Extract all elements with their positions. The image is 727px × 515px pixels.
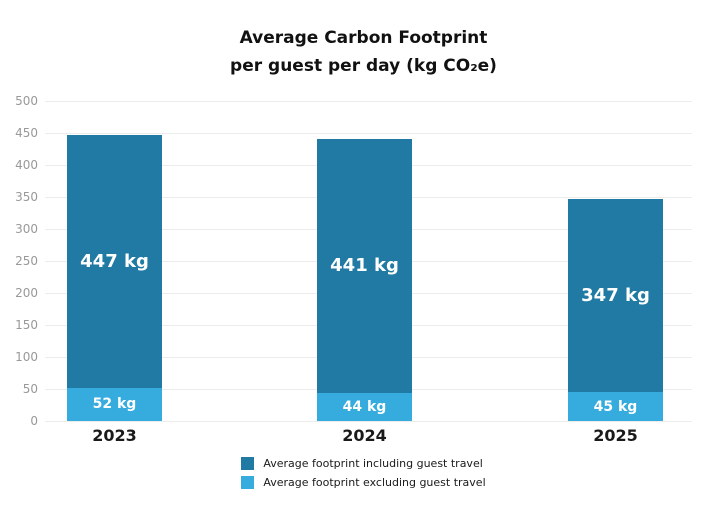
y-tick-label-250: 250 (15, 254, 38, 268)
bar-including-2025 (568, 198, 663, 421)
bar-excluding-2024 (317, 392, 412, 421)
y-tick-label-350: 350 (15, 190, 38, 204)
bar-value-label-excluding-2023: 52 kg (92, 396, 137, 413)
legend-row-excluding: Average footprint excluding guest travel (241, 475, 486, 489)
legend-row-including: Average footprint including guest travel (241, 456, 485, 470)
y-tick-label-500: 500 (15, 94, 38, 108)
x-tick-label-2025: 2025 (593, 426, 638, 445)
bar-value-label-including-2024: 441 kg (330, 255, 399, 277)
y-tick-label-450: 450 (15, 126, 38, 140)
y-tick-label-50: 50 (22, 382, 38, 396)
bar-value-label-excluding-2024: 44 kg (342, 398, 387, 415)
legend: Average footprint including guest travel… (0, 456, 727, 489)
y-tick-label-0: 0 (30, 414, 38, 428)
legend-label: Average footprint excluding guest travel (263, 475, 486, 489)
bar-value-label-including-2025: 347 kg (581, 285, 650, 307)
x-tick-label-2023: 2023 (92, 426, 137, 445)
chart-title: Average Carbon Footprint per guest per d… (0, 24, 727, 80)
gridline-0 (45, 421, 692, 422)
chart-title-line1: Average Carbon Footprint (239, 28, 488, 48)
y-tick-label-300: 300 (15, 222, 38, 236)
legend-swatch-icon (241, 456, 255, 470)
x-tick-label-2024: 2024 (342, 426, 387, 445)
bar-value-label-excluding-2025: 45 kg (593, 398, 638, 415)
y-tick-label-200: 200 (15, 286, 38, 300)
bar-including-2024 (317, 138, 412, 421)
bar-including-2023 (67, 134, 162, 421)
bar-excluding-2025 (568, 392, 663, 421)
y-tick-label-400: 400 (15, 158, 38, 172)
bar-excluding-2023 (67, 387, 162, 421)
gridline-450 (45, 133, 692, 134)
y-tick-label-150: 150 (15, 318, 38, 332)
legend-label: Average footprint including guest travel (263, 456, 483, 470)
gridline-500 (45, 101, 692, 102)
y-tick-label-100: 100 (15, 350, 38, 364)
legend-swatch-icon (241, 475, 255, 489)
chart-title-line2: per guest per day (kg CO₂e) (230, 56, 497, 76)
legend-items: Average footprint including guest travel… (241, 456, 486, 489)
bar-value-label-including-2023: 447 kg (80, 250, 149, 272)
